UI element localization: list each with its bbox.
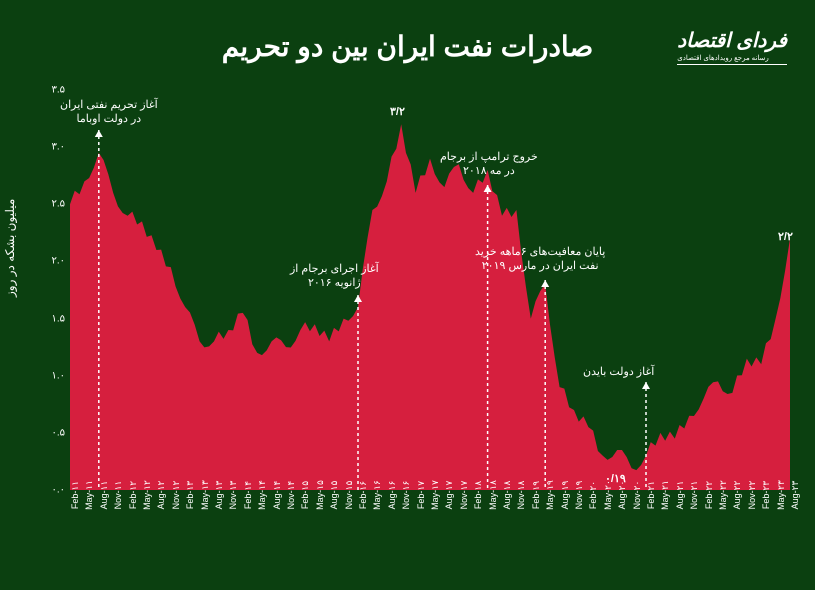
- x-tick: May-۲۳: [776, 480, 787, 510]
- x-tick: May-۱۹: [545, 480, 556, 510]
- x-tick: Feb-۱۷: [416, 481, 427, 509]
- area-series: [70, 124, 790, 490]
- y-axis: ۰.۰۰.۵۱.۰۱.۵۲.۰۲.۵۳.۰۳.۵: [35, 90, 65, 490]
- value-trough: ۰/۱۹: [605, 472, 626, 485]
- x-tick: Aug-۱۵: [329, 481, 340, 510]
- x-tick: Feb-۲۲: [704, 481, 715, 509]
- y-tick: ۰.۵: [51, 427, 65, 438]
- x-tick: Nov-۱۷: [459, 481, 470, 510]
- y-tick: ۱.۵: [51, 313, 65, 324]
- x-tick: Nov-۱۵: [344, 481, 355, 510]
- annotation-line: آغاز تحریم نفتی ایران: [60, 98, 158, 112]
- y-tick: ۱.۰: [51, 370, 65, 381]
- value-peak: ۳/۲: [390, 105, 405, 118]
- annotation-line: نفت ایران در مارس ۲۰۱۹: [475, 259, 605, 273]
- x-tick: Feb-۲۳: [761, 481, 772, 509]
- x-tick: Aug-۲۲: [732, 481, 743, 510]
- x-tick: May-۱۲: [142, 480, 153, 510]
- x-tick: Aug-۱۹: [560, 481, 571, 510]
- annotation-obama: آغاز تحریم نفتی ایران در دولت اوباما: [60, 98, 158, 127]
- x-tick: Feb-۱۸: [473, 481, 484, 509]
- y-tick: ۲.۵: [51, 199, 65, 210]
- x-tick: Feb-۱۴: [243, 481, 254, 509]
- x-tick: Feb-۱۶: [358, 481, 369, 509]
- x-tick: Nov-۱۸: [516, 481, 527, 510]
- annotation-jcpoa-start: آغاز اجرای برجام از ژانویه ۲۰۱۶: [290, 262, 379, 291]
- annotation-line: ژانویه ۲۰۱۶: [290, 276, 379, 290]
- chart-title: صادرات نفت ایران بین دو تحریم: [0, 30, 815, 63]
- x-tick: Nov-۱۹: [574, 481, 585, 510]
- x-tick: Aug-۱۳: [214, 481, 225, 510]
- x-tick: May-۲۲: [718, 480, 729, 510]
- x-tick: May-۱۶: [372, 480, 383, 510]
- x-tick: Aug-۱۸: [502, 481, 513, 510]
- y-tick: ۲.۰: [51, 256, 65, 267]
- annotation-line: آغاز اجرای برجام از: [290, 262, 379, 276]
- x-tick: Feb-۲۰: [588, 481, 599, 509]
- annotation-line: پایان معافیت‌های ۶ماهه خرید: [475, 245, 605, 259]
- value-latest: ۲/۲: [778, 230, 793, 243]
- annotation-line: در مه ۲۰۱۸: [440, 164, 538, 178]
- x-tick: May-۱۸: [488, 480, 499, 510]
- x-tick: Feb-۱۵: [300, 481, 311, 509]
- annotation-line: در دولت اوباما: [60, 112, 158, 126]
- x-tick: Feb-۱۲: [128, 481, 139, 509]
- x-tick: Feb-۱۳: [185, 481, 196, 509]
- x-tick: Aug-۱۲: [156, 481, 167, 510]
- x-tick: Nov-۱۱: [113, 481, 124, 510]
- x-tick: May-۱۷: [430, 480, 441, 510]
- annotation-trump-exit: خروج ترامپ از برجام در مه ۲۰۱۸: [440, 150, 538, 179]
- x-tick: Feb-۱۱: [70, 481, 81, 509]
- annotation-line: خروج ترامپ از برجام: [440, 150, 538, 164]
- x-tick: Nov-۱۳: [228, 481, 239, 510]
- y-axis-label: میلیون بشکه در روز: [3, 199, 17, 297]
- x-tick: May-۱۱: [84, 480, 95, 510]
- annotation-line: آغاز دولت بایدن: [583, 365, 654, 379]
- x-tick: Nov-۱۴: [286, 481, 297, 510]
- x-tick: Nov-۲۰: [632, 481, 643, 510]
- x-tick: Aug-۲۱: [675, 481, 686, 510]
- x-tick: Aug-۱۶: [387, 481, 398, 510]
- x-tick: Aug-۱۱: [99, 481, 110, 510]
- y-tick: ۰.۰: [51, 485, 65, 496]
- chart-svg: [70, 90, 790, 490]
- x-axis: Feb-۱۱May-۱۱Aug-۱۱Nov-۱۱Feb-۱۲May-۱۲Aug-…: [70, 495, 790, 575]
- chart-area: [70, 90, 790, 490]
- annotation-biden: آغاز دولت بایدن: [583, 365, 654, 379]
- x-tick: May-۲۱: [660, 480, 671, 510]
- y-tick: ۳.۵: [51, 85, 65, 96]
- x-tick: Nov-۱۶: [401, 481, 412, 510]
- x-tick: Feb-۲۱: [646, 481, 657, 509]
- x-tick: Nov-۲۱: [689, 481, 700, 510]
- x-tick: Aug-۲۳: [790, 481, 801, 510]
- x-tick: Aug-۱۴: [272, 481, 283, 510]
- annotation-waiver-end: پایان معافیت‌های ۶ماهه خرید نفت ایران در…: [475, 245, 605, 274]
- x-tick: May-۱۳: [200, 480, 211, 510]
- y-tick: ۳.۰: [51, 142, 65, 153]
- x-tick: Feb-۱۹: [531, 481, 542, 509]
- x-tick: May-۱۵: [315, 480, 326, 510]
- x-tick: May-۱۴: [257, 480, 268, 510]
- x-tick: Nov-۱۲: [171, 481, 182, 510]
- x-tick: Aug-۱۷: [444, 481, 455, 510]
- x-tick: Nov-۲۲: [747, 481, 758, 510]
